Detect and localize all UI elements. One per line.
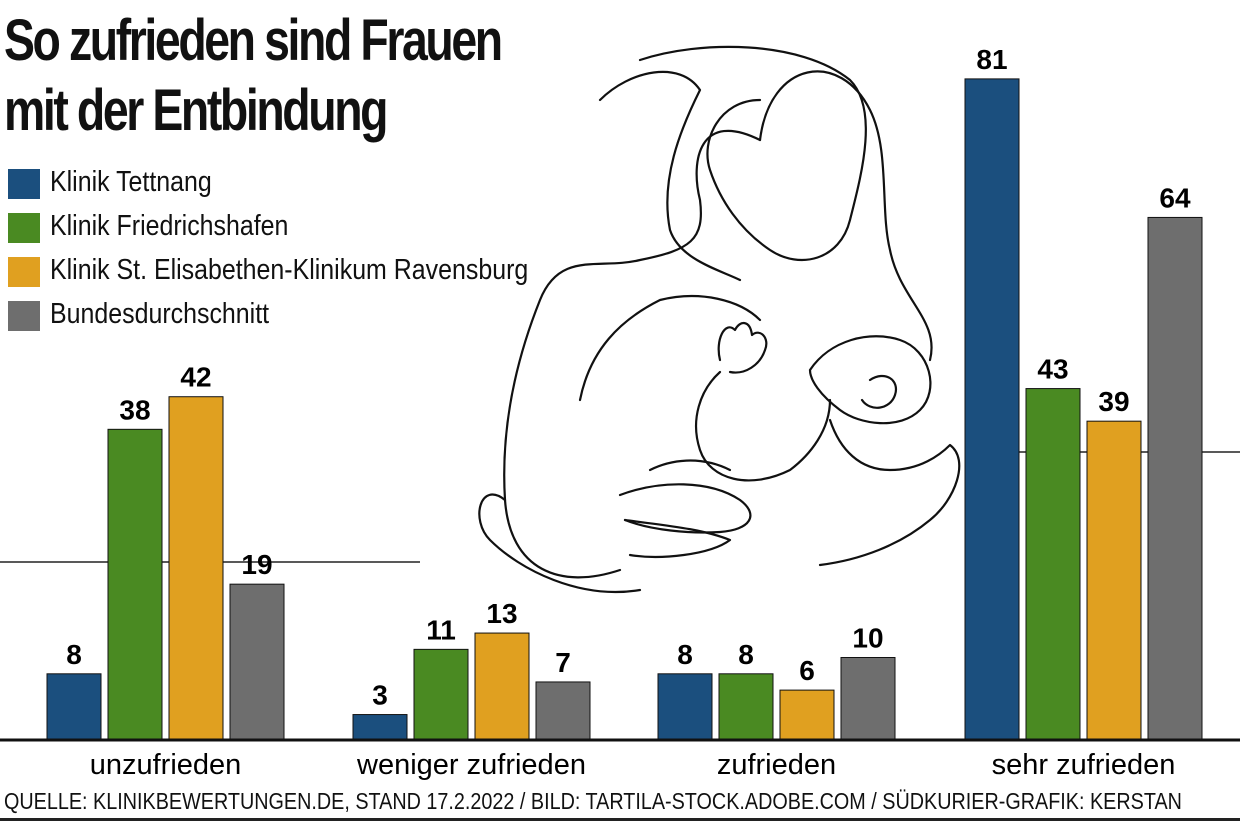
bar-klinik-st-elisabethen-klinikum-ravensburg-sehr-zufrieden bbox=[1086, 420, 1142, 740]
mother-child-illustration bbox=[478, 45, 961, 594]
category-label-unzufrieden: unzufrieden bbox=[90, 749, 242, 781]
bar-klinik-st-elisabethen-klinikum-ravensburg-weniger-zufrieden bbox=[474, 632, 530, 740]
bar-klinik-friedrichshafen-weniger-zufrieden bbox=[413, 648, 469, 740]
value-label-bundesdurchschnitt-zufrieden: 10 bbox=[852, 623, 883, 654]
bar-klinik-tettnang-weniger-zufrieden bbox=[352, 714, 408, 740]
bar-klinik-friedrichshafen-unzufrieden bbox=[107, 428, 163, 740]
value-label-klinik-st-elisabethen-klinikum-ravensburg-zufrieden: 6 bbox=[799, 655, 815, 686]
bar-klinik-st-elisabethen-klinikum-ravensburg-unzufrieden bbox=[168, 396, 224, 740]
bar-klinik-tettnang-unzufrieden bbox=[46, 673, 102, 740]
source-note: QUELLE: KLINIKBEWERTUNGEN.DE, STAND 17.2… bbox=[4, 788, 1182, 814]
legend-label-bundesdurchschnitt: Bundesdurchschnitt bbox=[50, 298, 270, 330]
bar-klinik-st-elisabethen-klinikum-ravensburg-zufrieden bbox=[779, 689, 835, 740]
value-label-klinik-st-elisabethen-klinikum-ravensburg-weniger-zufrieden: 13 bbox=[486, 598, 517, 629]
chart-title-line-2: mit der Entbindung bbox=[4, 78, 388, 143]
category-label-zufrieden: zufrieden bbox=[717, 749, 836, 781]
bar-bundesdurchschnitt-weniger-zufrieden bbox=[535, 681, 591, 740]
value-label-klinik-friedrichshafen-unzufrieden: 38 bbox=[119, 394, 150, 425]
bar-bundesdurchschnitt-zufrieden bbox=[840, 657, 896, 740]
chart-title-line-1: So zufrieden sind Frauen bbox=[4, 8, 503, 73]
bar-klinik-friedrichshafen-zufrieden bbox=[718, 673, 774, 740]
value-label-klinik-st-elisabethen-klinikum-ravensburg-unzufrieden: 42 bbox=[180, 362, 211, 393]
value-label-klinik-tettnang-zufrieden: 8 bbox=[677, 639, 693, 670]
value-label-bundesdurchschnitt-unzufrieden: 19 bbox=[241, 549, 272, 580]
value-label-klinik-tettnang-unzufrieden: 8 bbox=[66, 639, 82, 670]
legend-swatch-bundesdurchschnitt bbox=[8, 301, 40, 331]
category-label-weniger-zufrieden: weniger zufrieden bbox=[356, 749, 586, 781]
chart-title: So zufrieden sind Frauen mit der Entbind… bbox=[4, 6, 503, 146]
legend-label-friedrichshafen: Klinik Friedrichshafen bbox=[50, 210, 289, 242]
legend-swatch-tettnang bbox=[8, 169, 40, 199]
bar-bundesdurchschnitt-unzufrieden bbox=[229, 583, 285, 740]
bar-klinik-tettnang-zufrieden bbox=[657, 673, 713, 740]
value-label-bundesdurchschnitt-weniger-zufrieden: 7 bbox=[555, 647, 571, 678]
legend-swatch-friedrichshafen bbox=[8, 213, 40, 243]
bar-bundesdurchschnitt-sehr-zufrieden bbox=[1147, 216, 1203, 740]
value-label-klinik-friedrichshafen-zufrieden: 8 bbox=[738, 639, 754, 670]
category-label-sehr-zufrieden: sehr zufrieden bbox=[992, 749, 1176, 781]
value-label-klinik-tettnang-sehr-zufrieden: 81 bbox=[976, 44, 1007, 75]
bar-klinik-friedrichshafen-sehr-zufrieden bbox=[1025, 388, 1081, 740]
value-label-bundesdurchschnitt-sehr-zufrieden: 64 bbox=[1159, 182, 1191, 213]
value-label-klinik-friedrichshafen-sehr-zufrieden: 43 bbox=[1037, 354, 1068, 385]
legend-swatch-ravensburg bbox=[8, 257, 40, 287]
legend-label-ravensburg: Klinik St. Elisabethen-Klinikum Ravensbu… bbox=[50, 254, 529, 286]
value-label-klinik-tettnang-weniger-zufrieden: 3 bbox=[372, 680, 388, 711]
value-label-klinik-friedrichshafen-weniger-zufrieden: 11 bbox=[426, 614, 456, 645]
legend-label-tettnang: Klinik Tettnang bbox=[50, 166, 212, 198]
value-label-klinik-st-elisabethen-klinikum-ravensburg-sehr-zufrieden: 39 bbox=[1098, 386, 1129, 417]
bottom-rule bbox=[0, 818, 1240, 821]
bar-klinik-tettnang-sehr-zufrieden bbox=[964, 78, 1020, 740]
